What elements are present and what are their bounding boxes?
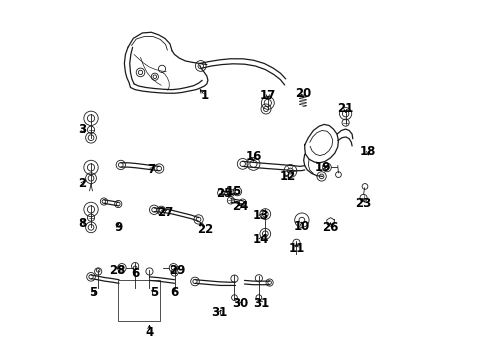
Text: 23: 23	[354, 197, 370, 210]
Text: 5: 5	[89, 287, 97, 300]
Text: 1: 1	[201, 89, 209, 102]
Text: 26: 26	[322, 221, 338, 234]
Text: 13: 13	[252, 210, 268, 222]
Text: 31: 31	[253, 297, 269, 310]
Text: 27: 27	[157, 206, 173, 219]
Text: 4: 4	[145, 326, 153, 339]
Text: 19: 19	[314, 161, 330, 174]
Text: 8: 8	[78, 216, 86, 230]
Text: 20: 20	[294, 87, 310, 100]
Text: 14: 14	[252, 233, 268, 246]
Text: 21: 21	[337, 102, 353, 115]
Text: 11: 11	[288, 242, 304, 255]
Text: 31: 31	[211, 306, 227, 319]
Text: 16: 16	[245, 150, 261, 163]
Bar	[118, 280, 159, 320]
Text: 9: 9	[114, 221, 122, 234]
Text: 6: 6	[170, 287, 178, 300]
Text: 6: 6	[131, 267, 139, 280]
Text: 24: 24	[231, 200, 248, 213]
Text: 17: 17	[259, 89, 275, 102]
Text: 15: 15	[225, 185, 242, 198]
Text: 18: 18	[359, 145, 376, 158]
Text: 5: 5	[150, 287, 158, 300]
Text: 2: 2	[78, 177, 86, 190]
Text: 28: 28	[109, 264, 125, 277]
Text: 30: 30	[232, 297, 248, 310]
Text: 29: 29	[169, 264, 185, 277]
Text: 7: 7	[147, 163, 155, 176]
Text: 3: 3	[78, 123, 86, 136]
Text: 12: 12	[279, 170, 295, 183]
Text: 25: 25	[216, 187, 232, 200]
Text: 10: 10	[293, 220, 309, 233]
Text: 22: 22	[197, 223, 213, 236]
